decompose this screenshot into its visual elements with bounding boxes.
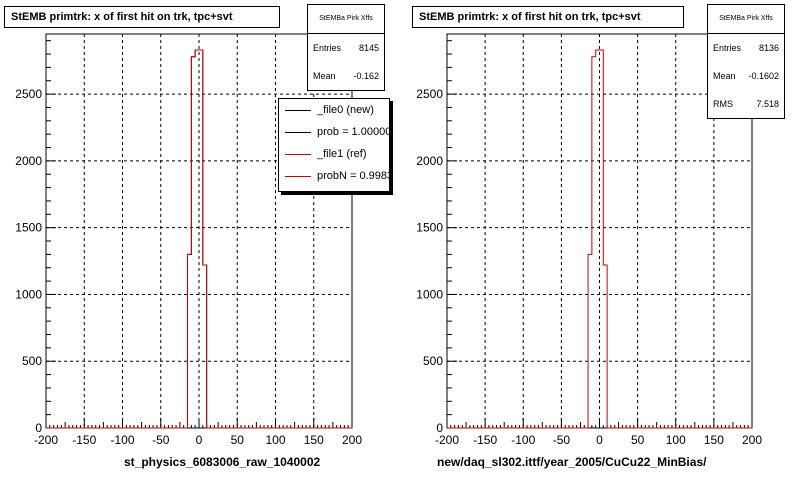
x-tick-label: 50 [231, 433, 245, 447]
x-tick-label: -100 [110, 433, 134, 447]
legend-entry-file1: _file1 (ref) [279, 143, 389, 165]
x-tick-label: 50 [631, 433, 645, 447]
x-tick-label: 100 [265, 433, 285, 447]
right-stats-title: StEMBa Pirk Xffs [708, 5, 784, 34]
left-legend: _file0 (new) prob = 1.000000 _file1 (ref… [278, 98, 390, 192]
x-tick-label: 0 [596, 433, 603, 447]
right-stats-rms-row: RMS 7.518 [708, 90, 784, 118]
y-tick-label: 1500 [416, 221, 443, 235]
legend-label: _file0 (new) [317, 104, 374, 116]
legend-label: prob = 1.000000 [317, 126, 390, 138]
y-tick-label: 2500 [416, 87, 443, 101]
left-stats-entries-row: Entries 8145 [308, 34, 384, 62]
legend-entry-file0: _file0 (new) [279, 99, 389, 121]
right-x-axis-title: new/daq_sl302.ittf/year_2005/CuCu22_MinB… [437, 455, 707, 469]
y-tick-label: 1500 [15, 221, 42, 235]
right-histogram-pane: -200 -150 -100 -50 0 50 100 150 200 0 500 1000 1500 2… [400, 0, 800, 480]
y-tick-label: 1000 [15, 287, 42, 301]
right-stats-rms-label: RMS [713, 99, 733, 109]
right-stats-entries-label: Entries [713, 43, 742, 53]
left-stats-title: StEMBa Pirk Xffs [308, 5, 384, 34]
right-plot-title: StEMB primtrk: x of first hit on trk, tp… [412, 6, 684, 28]
legend-entry-prob: prob = 1.000000 [279, 121, 389, 143]
right-stats-mean-row: Mean -0.1602 [708, 62, 784, 90]
x-tick-label: 100 [666, 433, 686, 447]
left-stats-mean-row: Mean -0.162 [308, 62, 384, 90]
x-tick-label: 200 [342, 433, 362, 447]
x-tick-label: 0 [196, 433, 203, 447]
left-stats-entries-label: Entries [313, 43, 342, 53]
x-tick-label: 200 [742, 433, 762, 447]
histogram-series-2 [46, 49, 352, 429]
y-tick-label: 2500 [15, 87, 42, 101]
right-histogram-plot: -200 -150 -100 -50 0 50 100 150 2000500100015002… [416, 33, 762, 447]
legend-label: probN = 0.99838 [317, 170, 389, 182]
right-stats-mean-value: -0.1602 [748, 71, 779, 81]
x-tick-label: -50 [553, 433, 571, 447]
x-tick-label: 150 [304, 433, 324, 447]
x-tick-label: -200 [34, 433, 58, 447]
plot-frame [45, 33, 353, 429]
left-stats-mean-label: Mean [313, 71, 336, 81]
legend-entry-probn: probN = 0.99838 [279, 165, 389, 187]
y-tick-label: 1000 [416, 287, 443, 301]
x-tick-label: 150 [704, 433, 724, 447]
legend-line-black [285, 109, 311, 111]
right-stats-rms-value: 7.518 [756, 99, 779, 109]
x-tick-label: -100 [511, 433, 535, 447]
x-tick-label: -200 [435, 433, 459, 447]
y-tick-label: 0 [436, 421, 443, 435]
left-stats-box: StEMBa Pirk Xffs Entries 8145 Mean -0.16… [307, 4, 385, 91]
left-stats-mean-value: -0.162 [353, 71, 379, 81]
y-tick-label: 2000 [416, 154, 443, 168]
histogram-series-1 [447, 49, 752, 429]
right-stats-entries-row: Entries 8136 [708, 34, 784, 62]
right-stats-mean-label: Mean [713, 71, 736, 81]
x-tick-label: -50 [152, 433, 170, 447]
y-tick-label: 0 [35, 421, 42, 435]
y-tick-label: 500 [423, 354, 443, 368]
legend-label: _file1 (ref) [317, 148, 367, 160]
y-tick-label: 2000 [15, 154, 42, 168]
x-tick-label: -150 [72, 433, 96, 447]
legend-line-red [285, 153, 311, 155]
left-histogram-pane: -200 -150 -100 -50 0 50 100 150 200 0 500 1000 1500 2… [4, 4, 390, 469]
x-tick-label: -150 [473, 433, 497, 447]
right-stats-box: StEMBa Pirk Xffs Entries 8136 Mean -0.16… [707, 4, 785, 119]
right-stats-entries-value: 8136 [758, 43, 779, 53]
legend-line-red [285, 175, 311, 177]
y-tick-label: 500 [22, 354, 42, 368]
left-stats-entries-value: 8145 [358, 43, 379, 53]
left-plot-title: StEMB primtrk: x of first hit on trk, tp… [4, 6, 280, 28]
legend-line-black [285, 131, 311, 133]
left-x-axis-title: st_physics_6083006_raw_1040002 [124, 455, 321, 469]
